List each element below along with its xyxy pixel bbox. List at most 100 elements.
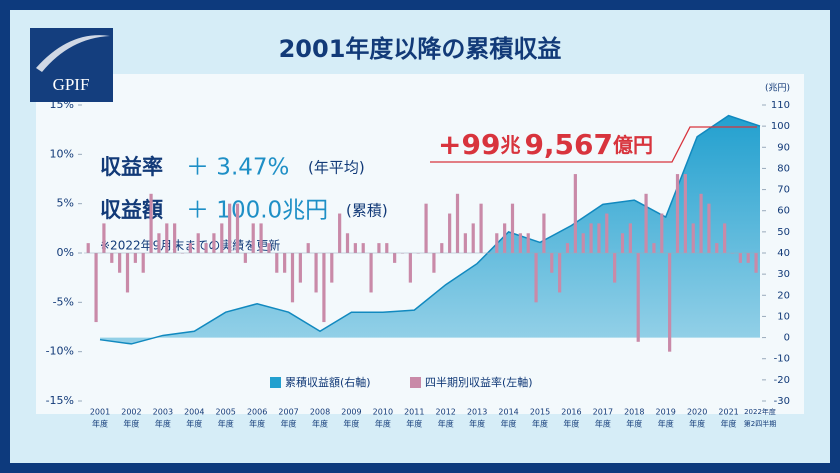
bar	[314, 253, 318, 293]
bar	[573, 174, 577, 253]
bar	[377, 243, 381, 253]
y2-tick-label: 10	[777, 311, 790, 322]
logo-text: GPIF	[53, 75, 90, 94]
y-tick-label: 5%	[57, 197, 74, 210]
bar	[620, 233, 625, 253]
bar	[613, 253, 617, 283]
y-tick-label: 10%	[50, 147, 74, 160]
bar	[283, 253, 287, 273]
annotation-part: 9,567	[524, 128, 613, 161]
y-tick-label: -5%	[53, 295, 74, 308]
legend-label: 四半期別収益率(左軸)	[425, 375, 533, 389]
bar	[440, 243, 444, 253]
bar	[738, 253, 742, 263]
bar	[746, 253, 750, 263]
stat-note: (累積)	[346, 202, 388, 220]
bar	[628, 223, 632, 253]
y2-tick-label: 50	[777, 227, 790, 238]
bar	[220, 223, 224, 253]
y2-tick-label: 30	[777, 269, 790, 280]
x-tick-label: 年度	[595, 419, 611, 429]
bar	[644, 193, 648, 253]
bar	[86, 243, 90, 253]
bar	[558, 253, 562, 293]
x-tick-label: 年度	[155, 419, 171, 429]
x-tick-label: 2008	[310, 408, 330, 417]
bar	[188, 243, 192, 253]
plot: 15%10%5%0%-5%-10%-15%1101009080706050403…	[46, 83, 790, 429]
legend-label: 累積収益額(右軸)	[285, 375, 371, 389]
bar	[125, 253, 130, 293]
x-tick-label: 2009	[341, 408, 361, 417]
bar	[196, 233, 200, 253]
bar	[267, 243, 271, 253]
bar	[503, 223, 507, 253]
x-tick-label: 2007	[278, 408, 298, 417]
stat-note: (年平均)	[308, 159, 365, 177]
y2-tick-label: 60	[777, 206, 790, 217]
y2-tick-label: -20	[774, 375, 790, 386]
bar	[683, 174, 687, 253]
legend-swatch	[410, 377, 421, 388]
x-tick-label: 2019	[656, 408, 676, 417]
x-tick-label: 年度	[658, 419, 674, 429]
bar	[322, 253, 326, 323]
bar	[550, 253, 554, 273]
bar	[660, 213, 664, 253]
x-tick-label: 年度	[532, 419, 548, 429]
x-tick-label: 年度	[249, 419, 265, 429]
y2-tick-label: -10	[774, 354, 790, 365]
y2-tick-label: 0	[784, 333, 790, 344]
bar	[636, 253, 640, 342]
x-tick-label: 年度	[563, 419, 579, 429]
bar	[463, 233, 467, 253]
bar	[432, 253, 436, 273]
y-tick-label: -15%	[46, 394, 74, 407]
x-tick-label: 年度	[689, 419, 705, 429]
stat-label: 収益額	[100, 198, 163, 222]
x-tick-label: 年度	[186, 419, 202, 429]
bar	[118, 253, 122, 273]
bar	[393, 253, 397, 263]
bar	[204, 243, 208, 253]
bar	[471, 223, 475, 253]
bar	[668, 253, 672, 352]
y2-tick-label: 90	[777, 142, 790, 153]
x-tick-label: 2003	[153, 408, 173, 417]
bar	[510, 203, 515, 253]
bar	[542, 213, 546, 253]
bar	[675, 174, 680, 253]
bar	[165, 223, 169, 253]
area	[100, 115, 760, 344]
bar	[526, 233, 530, 253]
bar	[306, 243, 310, 253]
bar	[290, 253, 295, 303]
x-tick-label: 年度	[406, 419, 422, 429]
stat-label: 収益率	[100, 155, 163, 179]
legend-swatch	[270, 377, 281, 388]
x-tick-label: 年度	[343, 419, 359, 429]
x-tick-label: 年度	[375, 419, 391, 429]
bar	[149, 193, 153, 253]
x-tick-label: 2018	[624, 408, 644, 417]
bar	[259, 223, 263, 253]
y2-tick-label: 20	[777, 290, 790, 301]
y2-tick-label: 80	[777, 163, 790, 174]
x-tick-label: 2021	[718, 408, 738, 417]
bar	[275, 253, 279, 273]
annotation: +99兆 9,567億円	[438, 128, 653, 161]
bar	[298, 253, 302, 283]
bar	[455, 193, 460, 253]
x-tick-label: 2004	[184, 408, 204, 417]
bar	[754, 253, 758, 273]
bar	[228, 203, 232, 253]
x-tick-label: 2005	[216, 408, 236, 417]
y2-tick-label: 40	[777, 248, 790, 259]
bar	[385, 243, 389, 253]
bar	[102, 223, 106, 253]
bar	[173, 223, 177, 253]
bar	[605, 213, 609, 253]
y-tick-label: 0%	[57, 246, 74, 259]
annotation-part: 兆	[500, 133, 520, 157]
